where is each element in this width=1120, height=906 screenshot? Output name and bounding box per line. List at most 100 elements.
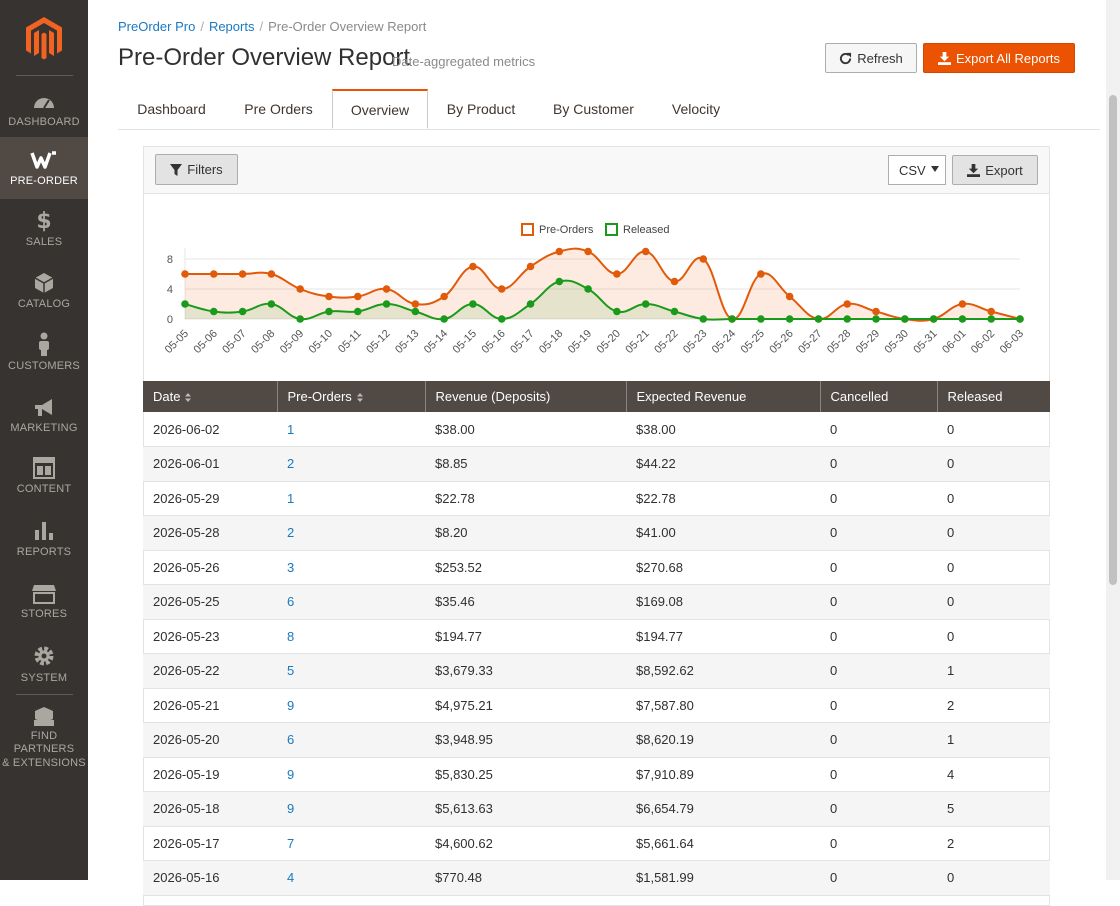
x-tick-label: 05-26: [767, 328, 795, 356]
cell-preorders[interactable]: 2: [277, 446, 425, 482]
breadcrumb-link-reports[interactable]: Reports: [208, 19, 255, 34]
cell-cancelled: 0: [820, 550, 937, 585]
released-legend-label: Released: [623, 224, 669, 236]
cell-date: 2026-06-02: [143, 412, 277, 447]
released-point: [526, 300, 535, 308]
column-header-cancelled: Cancelled: [819, 381, 937, 412]
preorders-point: [469, 262, 477, 271]
released-point: [929, 315, 938, 323]
cell-preorders[interactable]: 8: [277, 619, 425, 654]
sort-icon: [185, 393, 192, 403]
nav-sales[interactable]: $ SALES: [0, 208, 88, 270]
preorders-point: [699, 255, 708, 263]
cell-cancelled: 0: [820, 688, 937, 723]
cell-preorders[interactable]: 9: [277, 757, 425, 792]
column-header-expected-revenue: Expected Revenue: [625, 381, 820, 412]
nav-label: DASHBOARD: [8, 116, 80, 128]
nav-catalog[interactable]: CATALOG: [0, 272, 88, 334]
cell-preorders[interactable]: 2: [277, 515, 425, 551]
column-header-label: Date: [153, 389, 181, 404]
table-row: 2026-05-23 8 $194.77 $194.77 0 0: [143, 619, 1050, 654]
export-format-value: CSV: [899, 162, 926, 178]
export-format-select[interactable]: CSV: [888, 155, 946, 185]
nav-content[interactable]: CONTENT: [0, 457, 88, 519]
refresh-button[interactable]: Refresh: [825, 43, 917, 73]
x-tick-label: 05-18: [537, 328, 565, 356]
cell-released: 0: [937, 619, 1050, 654]
tab-overview[interactable]: Overview: [332, 89, 428, 129]
nav-label: CATALOG: [17, 298, 71, 310]
cell-released: 0: [937, 550, 1050, 585]
cell-preorders[interactable]: 6: [277, 584, 425, 620]
cell-cancelled: 0: [820, 860, 937, 896]
column-header-date[interactable]: Date: [143, 381, 277, 412]
column-header-preorders[interactable]: Pre-Orders: [276, 381, 425, 412]
cell-preorders[interactable]: 5: [277, 653, 425, 689]
released-point: [785, 315, 794, 323]
nav-label: PRE-ORDER: [10, 175, 78, 187]
nav-stores[interactable]: STORES: [0, 584, 88, 646]
download-icon: [937, 51, 951, 65]
preorders-point: [670, 277, 679, 286]
cell-released: 2: [937, 826, 1050, 861]
tab-velocity[interactable]: Velocity: [671, 101, 721, 117]
cell-expected-revenue: $194.77: [626, 619, 820, 654]
cell-preorders[interactable]: 1: [277, 412, 425, 447]
scrollbar-thumb[interactable]: [1109, 95, 1117, 585]
page-subtitle: Date-aggregated metrics: [392, 54, 536, 69]
nav-label: CONTENT: [16, 483, 72, 495]
export-all-reports-button[interactable]: Export All Reports: [923, 43, 1075, 73]
cell-released: 2: [937, 688, 1050, 723]
cell-revenue-deposits: $3,679.33: [425, 653, 626, 689]
cell-preorders[interactable]: 4: [277, 860, 425, 896]
cell-preorders[interactable]: 9: [277, 791, 425, 827]
cell-preorders[interactable]: 7: [277, 826, 425, 861]
preorders-point: [411, 300, 420, 308]
export-button[interactable]: Export: [952, 155, 1038, 185]
table-row: 2026-05-28 2 $8.20 $41.00 0 0: [143, 515, 1050, 551]
nav-dashboard[interactable]: DASHBOARD: [0, 88, 88, 150]
page-title: Pre-Order Overview Report: [118, 44, 411, 71]
nav-customers[interactable]: CUSTOMERS: [0, 332, 88, 394]
table-row: 2026-05-18 9 $5,613.63 $6,654.79 0 5: [143, 791, 1050, 827]
magento-logo[interactable]: [24, 16, 64, 62]
column-header-released: Released: [936, 381, 1050, 412]
sidebar-divider: [16, 694, 73, 695]
preorders-point: [987, 307, 996, 316]
cell-preorders[interactable]: 6: [277, 722, 425, 758]
tab-by-product[interactable]: By Product: [446, 101, 516, 117]
preorders-point: [440, 292, 448, 301]
released-point: [843, 315, 852, 323]
cell-expected-revenue: $7,910.89: [626, 757, 820, 792]
breadcrumb-link-preorder-pro[interactable]: PreOrder Pro: [118, 19, 196, 34]
breadcrumb-separator: /: [200, 19, 204, 34]
preorders-point: [785, 292, 794, 301]
preorders-point: [872, 307, 880, 316]
preorders-point: [641, 247, 650, 256]
cell-revenue-deposits: $8.85: [425, 446, 626, 482]
nav-system[interactable]: SYSTEM: [0, 644, 88, 706]
released-point: [728, 315, 736, 323]
cell-preorders[interactable]: 9: [277, 688, 425, 723]
store-icon: [32, 585, 56, 604]
nav-label: SYSTEM: [20, 672, 68, 684]
bar-chart-icon: [35, 522, 53, 540]
filters-button[interactable]: Filters: [155, 154, 238, 185]
nav-label: SALES: [25, 236, 63, 248]
nav-reports[interactable]: REPORTS: [0, 520, 88, 582]
tab-by-customer[interactable]: By Customer: [553, 101, 634, 117]
table-row: 2026-05-21 9 $4,975.21 $7,587.80 0 2: [143, 688, 1050, 723]
nav-marketing[interactable]: MARKETING: [0, 398, 88, 460]
tab-dashboard[interactable]: Dashboard: [137, 101, 206, 117]
tab-pre-orders[interactable]: Pre Orders: [244, 101, 313, 117]
released-point: [209, 307, 218, 316]
cell-preorders[interactable]: 3: [277, 550, 425, 585]
cell-preorders[interactable]: 1: [277, 481, 425, 516]
breadcrumb-current: Pre-Order Overview Report: [268, 19, 427, 34]
cell-expected-revenue: $8,620.19: [626, 722, 820, 758]
released-point: [440, 315, 448, 323]
released-point: [469, 300, 477, 308]
nav-find-partners[interactable]: FIND PARTNERS & EXTENSIONS: [0, 706, 88, 769]
released-point: [641, 300, 650, 308]
nav-preorder[interactable]: PRE-ORDER: [0, 137, 88, 199]
